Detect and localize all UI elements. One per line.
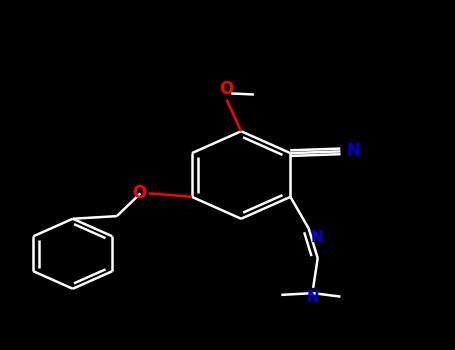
Text: N: N <box>311 230 324 245</box>
Text: N: N <box>307 290 319 304</box>
Text: O: O <box>132 184 147 202</box>
Text: O: O <box>219 80 234 98</box>
Text: N: N <box>346 142 360 160</box>
